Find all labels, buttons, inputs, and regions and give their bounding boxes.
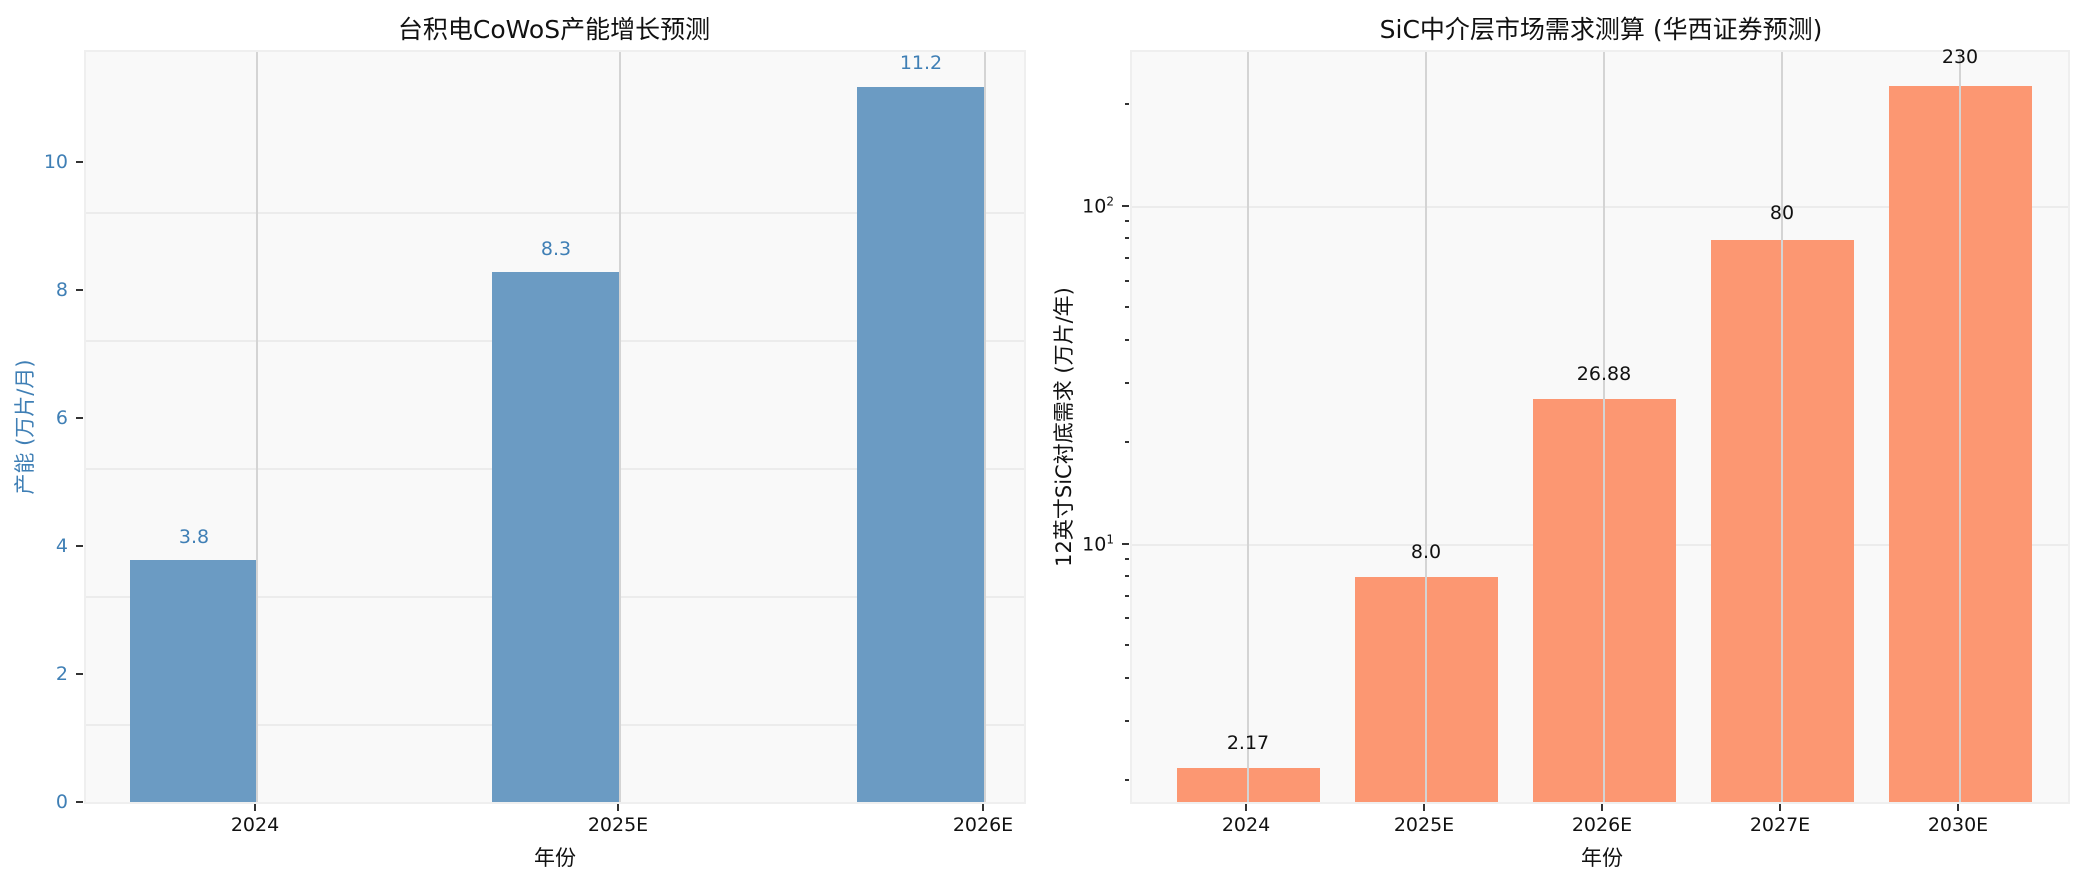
y-tick <box>76 673 83 675</box>
y-minor-tick <box>1125 779 1129 781</box>
gridline <box>256 52 258 802</box>
sic-demand-chart: SiC中介层市场需求测算 (华西证券预测) 2.17 8.0 26.88 80 … <box>1040 0 2083 883</box>
x-tick <box>982 804 984 811</box>
cowos-capacity-chart: 台积电CoWoS产能增长预测 3.8 8.3 11.2 0 2 4 6 8 10… <box>0 0 1040 883</box>
y-minor-tick <box>1125 644 1129 646</box>
bar-2026e <box>857 87 985 802</box>
y-tick <box>76 417 83 419</box>
x-axis-title: 年份 <box>1581 846 1623 870</box>
x-tick-label: 2026E <box>1571 814 1633 836</box>
x-tick-label: 2026E <box>952 814 1014 836</box>
gridline <box>1781 52 1783 802</box>
bar-value-label: 2.17 <box>1226 732 1270 754</box>
bar-value-label: 230 <box>1941 46 1979 68</box>
x-tick <box>617 804 619 811</box>
y-minor-tick <box>1125 558 1129 560</box>
y-tick-label: 2 <box>55 663 68 685</box>
y-tick-label: 6 <box>55 407 68 429</box>
x-tick <box>1957 804 1959 811</box>
bar-value-label: 26.88 <box>1576 363 1632 385</box>
y-tick <box>76 289 83 291</box>
y-minor-tick <box>1125 595 1129 597</box>
gridline <box>619 52 621 802</box>
x-tick <box>1245 804 1247 811</box>
y-tick-label: 102 <box>1082 194 1114 218</box>
y-minor-tick <box>1125 382 1129 384</box>
y-axis-title: 12英寸SiC衬底需求 (万片/年) <box>1052 287 1076 567</box>
y-minor-tick <box>1125 103 1129 105</box>
y-tick <box>1122 205 1129 207</box>
y-tick <box>76 161 83 163</box>
chart-title: SiC中介层市场需求测算 (华西证券预测) <box>1379 15 1823 44</box>
y-minor-tick <box>1125 441 1129 443</box>
plot-area: 2.17 8.0 26.88 80 230 <box>1130 46 2070 804</box>
y-minor-tick <box>1125 257 1129 259</box>
y-axis-title: 产能 (万片/月) <box>13 359 37 495</box>
bar-value-label: 8.3 <box>540 238 572 260</box>
gridline <box>1425 52 1427 802</box>
y-minor-tick <box>1125 339 1129 341</box>
x-tick-label: 2030E <box>1927 814 1989 836</box>
x-tick-label: 2024 <box>1221 814 1271 836</box>
y-tick-label: 101 <box>1082 532 1114 556</box>
bar-value-label: 80 <box>1769 202 1795 224</box>
y-minor-tick <box>1125 280 1129 282</box>
y-tick <box>1122 543 1129 545</box>
x-tick <box>1601 804 1603 811</box>
gridline <box>984 52 986 802</box>
y-tick-label: 4 <box>55 535 68 557</box>
y-tick <box>76 801 83 803</box>
x-tick-label: 2025E <box>587 814 649 836</box>
bar-value-label: 8.0 <box>1410 541 1442 563</box>
gridline <box>1132 206 2068 208</box>
gridline <box>1959 52 1961 802</box>
chart-title: 台积电CoWoS产能增长预测 <box>397 15 711 44</box>
bar-2025e <box>492 272 620 802</box>
x-tick-label: 2024 <box>230 814 280 836</box>
plot-area: 3.8 8.3 11.2 <box>84 50 1026 804</box>
gridline <box>1603 52 1605 802</box>
bar-value-label: 11.2 <box>899 52 943 74</box>
bar-value-label: 3.8 <box>178 526 210 548</box>
y-minor-tick <box>1125 720 1129 722</box>
y-minor-tick <box>1125 237 1129 239</box>
x-tick <box>1779 804 1781 811</box>
y-tick <box>76 545 83 547</box>
y-tick-label: 8 <box>55 279 68 301</box>
bar-2024 <box>130 560 257 802</box>
y-minor-tick <box>1125 220 1129 222</box>
gridline <box>1247 52 1249 802</box>
y-tick-label: 0 <box>55 791 68 813</box>
gridline <box>86 212 1024 214</box>
x-tick <box>254 804 256 811</box>
y-minor-tick <box>1125 677 1129 679</box>
y-minor-tick <box>1125 617 1129 619</box>
x-axis-title: 年份 <box>534 846 576 870</box>
y-minor-tick <box>1125 306 1129 308</box>
x-tick-label: 2025E <box>1393 814 1455 836</box>
y-minor-tick <box>1125 575 1129 577</box>
x-tick <box>1423 804 1425 811</box>
x-tick-label: 2027E <box>1749 814 1811 836</box>
y-tick-label: 10 <box>43 151 68 173</box>
